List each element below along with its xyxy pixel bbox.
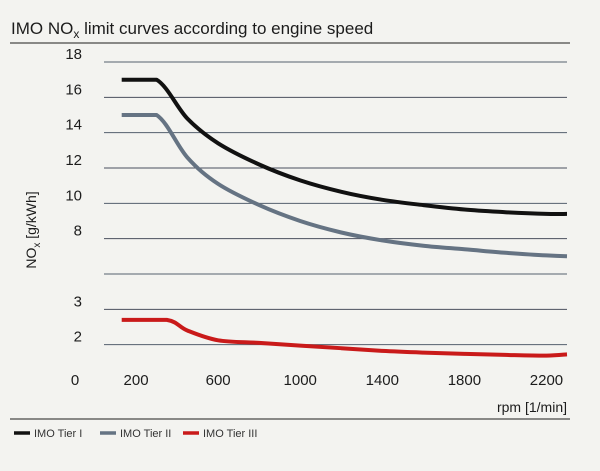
series-line-imo-tier-iii <box>121 317 568 358</box>
x-tick-label: 1000 <box>284 372 317 389</box>
x-tick-label: 1400 <box>366 372 399 389</box>
y-tick-label: 18 <box>65 46 82 63</box>
x-tick-label: 2200 <box>530 372 563 389</box>
series-lines <box>121 77 568 358</box>
x-tick-label: 600 <box>206 372 231 389</box>
x-tick-label: 0 <box>71 372 79 389</box>
grid <box>104 61 567 346</box>
legend-label: IMO Tier III <box>203 428 257 440</box>
y-tick-labels: 2 3 8 10 12 14 16 18 <box>65 46 82 346</box>
legend: IMO Tier I IMO Tier II IMO Tier III <box>14 428 257 440</box>
y-tick-label: 8 <box>74 223 82 240</box>
y-tick-label: 10 <box>65 187 82 204</box>
y-tick-label: 16 <box>65 81 82 98</box>
legend-label: IMO Tier II <box>120 428 171 440</box>
legend-label: IMO Tier I <box>34 428 82 440</box>
x-axis-label: rpm [1/min] <box>497 399 567 415</box>
y-tick-label: 14 <box>65 117 82 134</box>
y-tick-label: 2 <box>74 329 82 346</box>
series-line-imo-tier-i <box>121 77 568 217</box>
y-tick-label: 3 <box>74 293 82 310</box>
series-line-imo-tier-ii <box>121 113 568 259</box>
chart-title: IMO NOx limit curves according to engine… <box>11 19 373 41</box>
x-tick-labels: 0 200 600 1000 1400 1800 2200 <box>71 372 563 389</box>
x-tick-label: 1800 <box>448 372 481 389</box>
y-tick-label: 12 <box>65 152 82 169</box>
x-tick-label: 200 <box>124 372 149 389</box>
y-axis-label: NOx [g/kWh] <box>23 191 43 268</box>
